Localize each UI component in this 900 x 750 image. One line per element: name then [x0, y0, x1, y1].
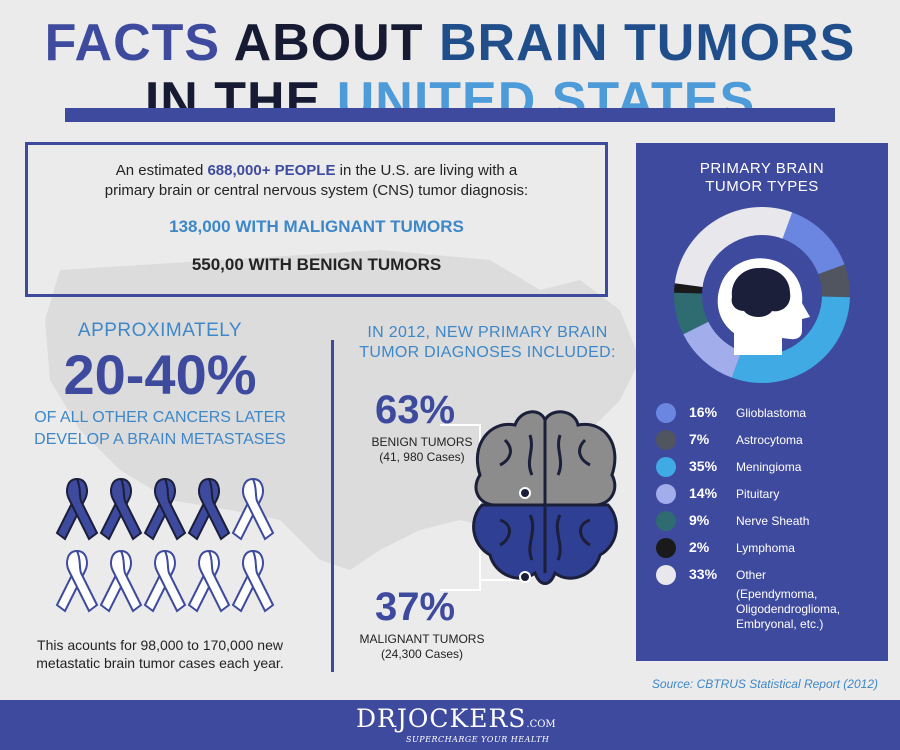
ribbon-outline-icon [55, 549, 99, 613]
diagnoses-heading: IN 2012, NEW PRIMARY BRAIN TUMOR DIAGNOS… [359, 324, 616, 361]
title-facts: FACTS [44, 14, 221, 72]
metastases-line1: OF ALL OTHER CANCERS LATER [34, 409, 286, 426]
approx-label: APPROXIMATELY [77, 320, 243, 341]
ribbon-filled-icon [55, 477, 99, 541]
summary-malignant: 138,000 WITH MALIGNANT TUMORS [169, 217, 464, 236]
title-about: ABOUT [233, 14, 424, 72]
logo-tagline: SUPERCHARGE YOUR HEALTH [406, 735, 550, 744]
legend-item: 7% Astrocytoma [656, 428, 886, 455]
legend-item: 14% Pituitary [656, 482, 886, 509]
summary-intro: An estimated 688,000+ PEOPLE in the U.S.… [104, 162, 529, 199]
tumor-types-title: PRIMARY BRAIN TUMOR TYPES [699, 160, 825, 195]
summary-highlight: 688,000+ PEOPLE [207, 162, 336, 179]
benign-label: BENIGN TUMORS [371, 435, 473, 449]
ribbon-outline-icon [187, 549, 231, 613]
brain-icon [472, 410, 618, 585]
title-underline [65, 108, 835, 122]
ribbon-outline-icon [143, 549, 187, 613]
legend-item: 16% Glioblastoma [656, 401, 886, 428]
legend-swatch [656, 511, 676, 531]
legend-swatch [656, 565, 676, 585]
tumor-types-donut [674, 207, 850, 383]
drjockers-logo[interactable]: DRJOCKERS.COM SUPERCHARGE YOUR HEALTH [356, 704, 556, 744]
summary-benign: 550,00 WITH BENIGN TUMORS [191, 255, 442, 274]
metastases-line2: DEVELOP A BRAIN METASTASES [34, 431, 286, 448]
legend-swatch [656, 457, 676, 477]
head-brain-icon [731, 267, 791, 317]
legend-swatch [656, 484, 676, 504]
metastases-section: APPROXIMATELY 20-40% OF ALL OTHER CANCER… [0, 320, 320, 450]
legend-swatch [656, 538, 676, 558]
metastases-percent: 20-40% [63, 343, 257, 406]
legend-item: 9% Nerve Sheath [656, 509, 886, 536]
title-brain-tumors: BRAIN TUMORS [438, 14, 856, 72]
ribbon-outline-icon [231, 477, 275, 541]
legend-item: 35% Meningioma [656, 455, 886, 482]
legend-other-detail: (Ependymoma, Oligodendroglioma, Embryona… [736, 587, 841, 631]
ribbon-outline-icon [231, 549, 275, 613]
legend-swatch [656, 430, 676, 450]
ribbon-filled-icon [99, 477, 143, 541]
metastases-note: This acounts for 98,000 to 170,000 new m… [36, 637, 284, 671]
legend-item: 2% Lymphoma [656, 536, 886, 563]
malignant-percent: 37% [375, 585, 456, 629]
tumor-types-panel: PRIMARY BRAIN TUMOR TYPES 16% Glioblasto… [636, 143, 888, 661]
tumor-types-legend: 16% Glioblastoma 7% Astrocytoma 35% Meni… [656, 401, 886, 590]
ribbon-filled-icon [187, 477, 231, 541]
ribbon-grid [55, 475, 275, 620]
footer-bar: DRJOCKERS.COM SUPERCHARGE YOUR HEALTH [0, 700, 900, 750]
legend-item: 33% Other [656, 563, 886, 590]
summary-box: An estimated 688,000+ PEOPLE in the U.S.… [25, 142, 608, 297]
legend-swatch [656, 403, 676, 423]
source-citation: Source: CBTRUS Statistical Report (2012) [651, 677, 878, 691]
malignant-label: MALIGNANT TUMORS [359, 632, 485, 646]
ribbon-outline-icon [99, 549, 143, 613]
malignant-cases: (24,300 Cases) [380, 647, 464, 661]
section-divider [331, 340, 334, 672]
ribbon-filled-icon [143, 477, 187, 541]
benign-cases: (41, 980 Cases) [379, 450, 465, 464]
